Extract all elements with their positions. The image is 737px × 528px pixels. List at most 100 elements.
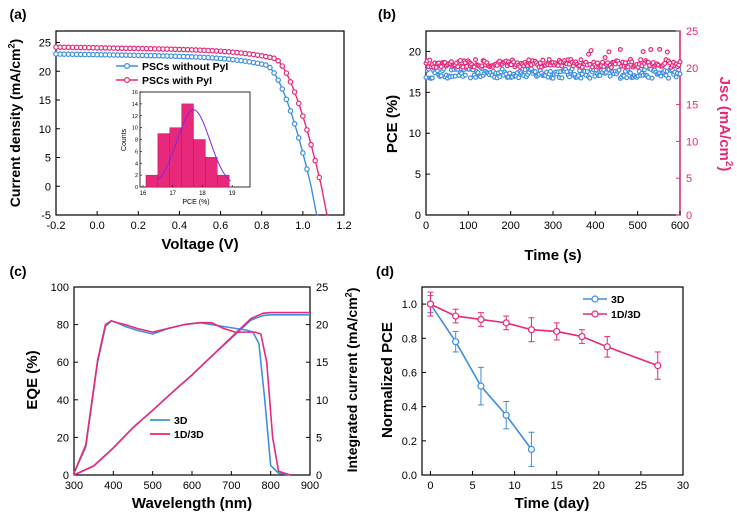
inset-x-title: PCE (%) [182, 199, 209, 206]
x-tick-label: 500 [143, 480, 161, 492]
y2-tick-label: 5 [686, 173, 692, 185]
panel-c: (c)300 400 500 600 700 800 9000204060801000510… [9, 263, 360, 512]
data-point [527, 445, 536, 453]
legend-label: 3D [174, 415, 188, 427]
data-point [578, 332, 586, 341]
jsc-point [457, 57, 463, 63]
x-tick-label: 500 [628, 220, 646, 232]
jsc-point [606, 49, 612, 55]
inset-x-tick-label: 19 [229, 191, 236, 197]
inset-y-tick-label: 12 [132, 114, 138, 120]
y-tick-label: 80 [57, 320, 69, 332]
jv-point [271, 55, 277, 62]
x-tick-label: 30 [677, 480, 689, 492]
eqe-curve-3d [73, 320, 291, 476]
x-axis-title: Voltage (V) [161, 236, 238, 253]
jv-point [316, 174, 323, 181]
histogram-bar [193, 139, 206, 188]
inset-y-tick-label: 8 [135, 138, 138, 144]
inset-y-tick-label: 6 [135, 149, 138, 155]
jv-point [304, 127, 310, 133]
x-tick-label: 300 [65, 480, 83, 492]
panel-label: (b) [378, 6, 396, 22]
y-tick-label: 20 [39, 66, 51, 78]
x-tick-label: 600 [183, 480, 201, 492]
jv-point [283, 70, 290, 76]
data-point [477, 315, 485, 324]
y-axis-title: Current density (mA/cm2) [6, 39, 23, 207]
jv-point [287, 108, 294, 114]
histogram-bar [169, 127, 182, 188]
legend-marker [123, 62, 130, 69]
panel-label: (c) [9, 263, 26, 279]
pce-point [547, 68, 553, 74]
jv-point [287, 79, 294, 85]
y2-tick-label: 10 [686, 136, 698, 148]
y2-tick-label: 20 [686, 63, 698, 75]
y2-axis-title: Jsc (mA/cm2) [716, 77, 734, 172]
jsc-point [677, 59, 683, 65]
histogram-bar [157, 133, 170, 188]
x-tick-label: 5 [469, 480, 475, 492]
jv-point [263, 62, 269, 68]
y-tick-label: 100 [51, 282, 69, 294]
pce-point [578, 75, 584, 81]
y2-axis-title: Integrated current (mA/cm2) [343, 288, 360, 473]
jv-point [295, 100, 302, 107]
inset-y-tick-label: 4 [135, 161, 138, 167]
jv-point [283, 96, 290, 103]
jv-point [279, 63, 286, 69]
y2-tick-label: 0 [686, 210, 692, 222]
histogram-bar [217, 174, 230, 188]
jv-point [279, 86, 286, 92]
x-axis-title: Time (s) [524, 247, 581, 264]
jsc-point [559, 63, 565, 69]
y-tick-label: 5 [45, 153, 51, 165]
y-tick-label: 10 [39, 124, 51, 136]
legend-label: PSCs with PyI [142, 75, 212, 87]
pce-point [462, 72, 468, 78]
y-tick-label: 0.4 [402, 402, 417, 414]
pce-point [597, 73, 603, 79]
jsc-point [617, 47, 623, 53]
jv-point [312, 157, 319, 164]
x-tick-label: 600 [671, 220, 689, 232]
legend-marker [123, 76, 130, 83]
y-axis-title: Normalized PCE [379, 322, 396, 438]
y2-tick-label: 25 [686, 26, 698, 38]
inset-y-tick-label: 14 [132, 102, 138, 108]
x-tick-label: 15 [551, 480, 563, 492]
data-point [654, 362, 662, 370]
jsc-point [427, 57, 433, 63]
data-point [452, 338, 460, 346]
jsc-point [460, 64, 466, 70]
pce-point [452, 73, 458, 79]
panel-d: (d) 0 5 10 15 20 25 30 0.0 0.2 0.4 0.6 0.8 1.0 Time (d… [376, 263, 689, 512]
y-tick-label: 0 [45, 181, 51, 193]
data-point [527, 326, 536, 334]
jv-point [271, 70, 277, 76]
y2-tick-label: 20 [316, 320, 328, 332]
y-tick-label: 15 [409, 87, 421, 99]
inset-x-tick-label: 18 [199, 191, 206, 197]
y-tick-label: 25 [39, 38, 51, 50]
data-point [502, 411, 510, 419]
jv-point [300, 150, 306, 156]
x-tick-label: 0 [423, 220, 429, 232]
y-tick-label: 0.6 [402, 367, 417, 379]
legend-marker [591, 310, 599, 318]
pce-point [641, 67, 647, 73]
y2-tick-label: 10 [316, 395, 328, 407]
y-axis-title: PCE (%) [384, 95, 401, 153]
jsc-point [657, 46, 663, 52]
pce-point [584, 69, 590, 75]
y-tick-label: 0.0 [402, 470, 417, 482]
data-point [502, 319, 510, 327]
y2-tick-label: 25 [316, 282, 328, 294]
jsc-point [479, 63, 485, 69]
x-tick-label: 0.8 [254, 220, 269, 232]
x-tick-label: 20 [593, 480, 605, 492]
panel-label: (d) [376, 263, 394, 279]
inset-y-tick-label: 0 [135, 185, 138, 191]
